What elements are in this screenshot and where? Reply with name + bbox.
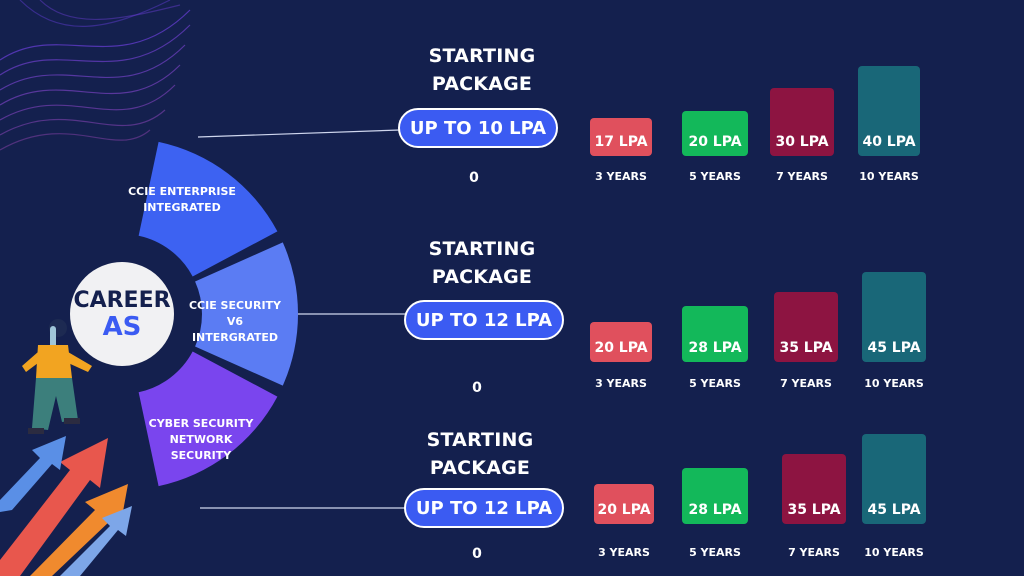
bar-value-label: 20 LPA	[594, 340, 648, 356]
course-label-1: CCIE ENTERPRISE INTEGRATED	[128, 184, 236, 216]
x-tick-label: 7 YEARS	[780, 377, 832, 390]
course-1-line2: INTEGRATED	[143, 201, 221, 214]
bar-value-label: 20 LPA	[597, 502, 651, 518]
course-3-line2: NETWORK	[169, 433, 233, 446]
salary-bar: 45 LPA	[862, 272, 926, 362]
salary-bar: 28 LPA	[682, 468, 748, 524]
connector-line-1	[197, 129, 401, 138]
heading-3-line1: STARTING	[426, 429, 534, 451]
x-tick-label: 10 YEARS	[864, 546, 924, 559]
course-segment-2[interactable]	[195, 242, 299, 386]
course-segment-3[interactable]	[138, 351, 278, 487]
starting-package-pill-2[interactable]: UP TO 12 LPA	[404, 300, 564, 340]
heading-2-line1: STARTING	[428, 238, 536, 260]
salary-bar: 20 LPA	[590, 322, 652, 362]
x-tick-label: 3 YEARS	[598, 546, 650, 559]
heading-3-line2: PACKAGE	[429, 457, 531, 479]
salary-bar: 20 LPA	[594, 484, 654, 524]
x-tick-label: 5 YEARS	[689, 546, 741, 559]
starting-package-heading-2: STARTING PACKAGE	[392, 235, 572, 291]
bar-value-label: 30 LPA	[775, 134, 829, 150]
bar-value-label: 28 LPA	[688, 340, 742, 356]
x-tick-label: 7 YEARS	[776, 170, 828, 183]
salary-bar: 28 LPA	[682, 306, 748, 362]
heading-1-line2: PACKAGE	[431, 73, 533, 95]
starting-package-pill-1[interactable]: UP TO 10 LPA	[398, 108, 558, 148]
x-tick-label: 5 YEARS	[689, 170, 741, 183]
course-label-2: CCIE SECURITY V6 INTERGRATED	[182, 298, 288, 346]
salary-bar: 35 LPA	[774, 292, 838, 362]
x-tick-label: 3 YEARS	[595, 377, 647, 390]
bar-value-label: 35 LPA	[787, 502, 841, 518]
course-3-line1: CYBER SECURITY	[148, 417, 254, 430]
bar-value-label: 28 LPA	[688, 502, 742, 518]
course-1-line1: CCIE ENTERPRISE	[128, 185, 236, 198]
x-tick-label: 10 YEARS	[859, 170, 919, 183]
rising-arrows-illustration	[0, 436, 132, 576]
x-tick-label: 7 YEARS	[788, 546, 840, 559]
salary-bar: 40 LPA	[858, 66, 920, 156]
heading-1-line1: STARTING	[428, 45, 536, 67]
bar-value-label: 35 LPA	[779, 340, 833, 356]
salary-bar: 17 LPA	[590, 118, 652, 156]
starting-package-heading-3: STARTING PACKAGE	[390, 426, 570, 482]
salary-bar: 30 LPA	[770, 88, 834, 156]
salary-bar: 35 LPA	[782, 454, 846, 524]
course-2-line1: CCIE SECURITY	[188, 299, 282, 312]
x-tick-label: 3 YEARS	[595, 170, 647, 183]
climbing-person-illustration	[22, 319, 92, 434]
course-2-line2: V6 INTERGRATED	[191, 315, 279, 344]
baseline-label-1: 0	[469, 170, 479, 186]
x-tick-label: 5 YEARS	[689, 377, 741, 390]
wave-decoration	[0, 0, 191, 151]
course-3-line3: SECURITY	[170, 449, 232, 462]
bar-value-label: 20 LPA	[688, 134, 742, 150]
bar-value-label: 45 LPA	[867, 502, 921, 518]
course-label-3: CYBER SECURITY NETWORK SECURITY	[146, 416, 256, 464]
course-segment-1[interactable]	[138, 141, 278, 277]
starting-package-pill-3[interactable]: UP TO 12 LPA	[404, 488, 564, 528]
salary-bar: 45 LPA	[862, 434, 926, 524]
hub-line2: AS	[102, 312, 142, 342]
bar-value-label: 17 LPA	[594, 134, 648, 150]
baseline-label-3: 0	[472, 546, 482, 562]
baseline-label-2: 0	[472, 380, 482, 396]
hub-line1: CAREER	[73, 288, 171, 313]
starting-package-heading-1: STARTING PACKAGE	[392, 42, 572, 98]
heading-2-line2: PACKAGE	[431, 266, 533, 288]
career-hub-circle: CAREER AS	[70, 262, 174, 366]
bar-value-label: 45 LPA	[867, 340, 921, 356]
bar-value-label: 40 LPA	[862, 134, 916, 150]
salary-bar: 20 LPA	[682, 111, 748, 156]
x-tick-label: 10 YEARS	[864, 377, 924, 390]
